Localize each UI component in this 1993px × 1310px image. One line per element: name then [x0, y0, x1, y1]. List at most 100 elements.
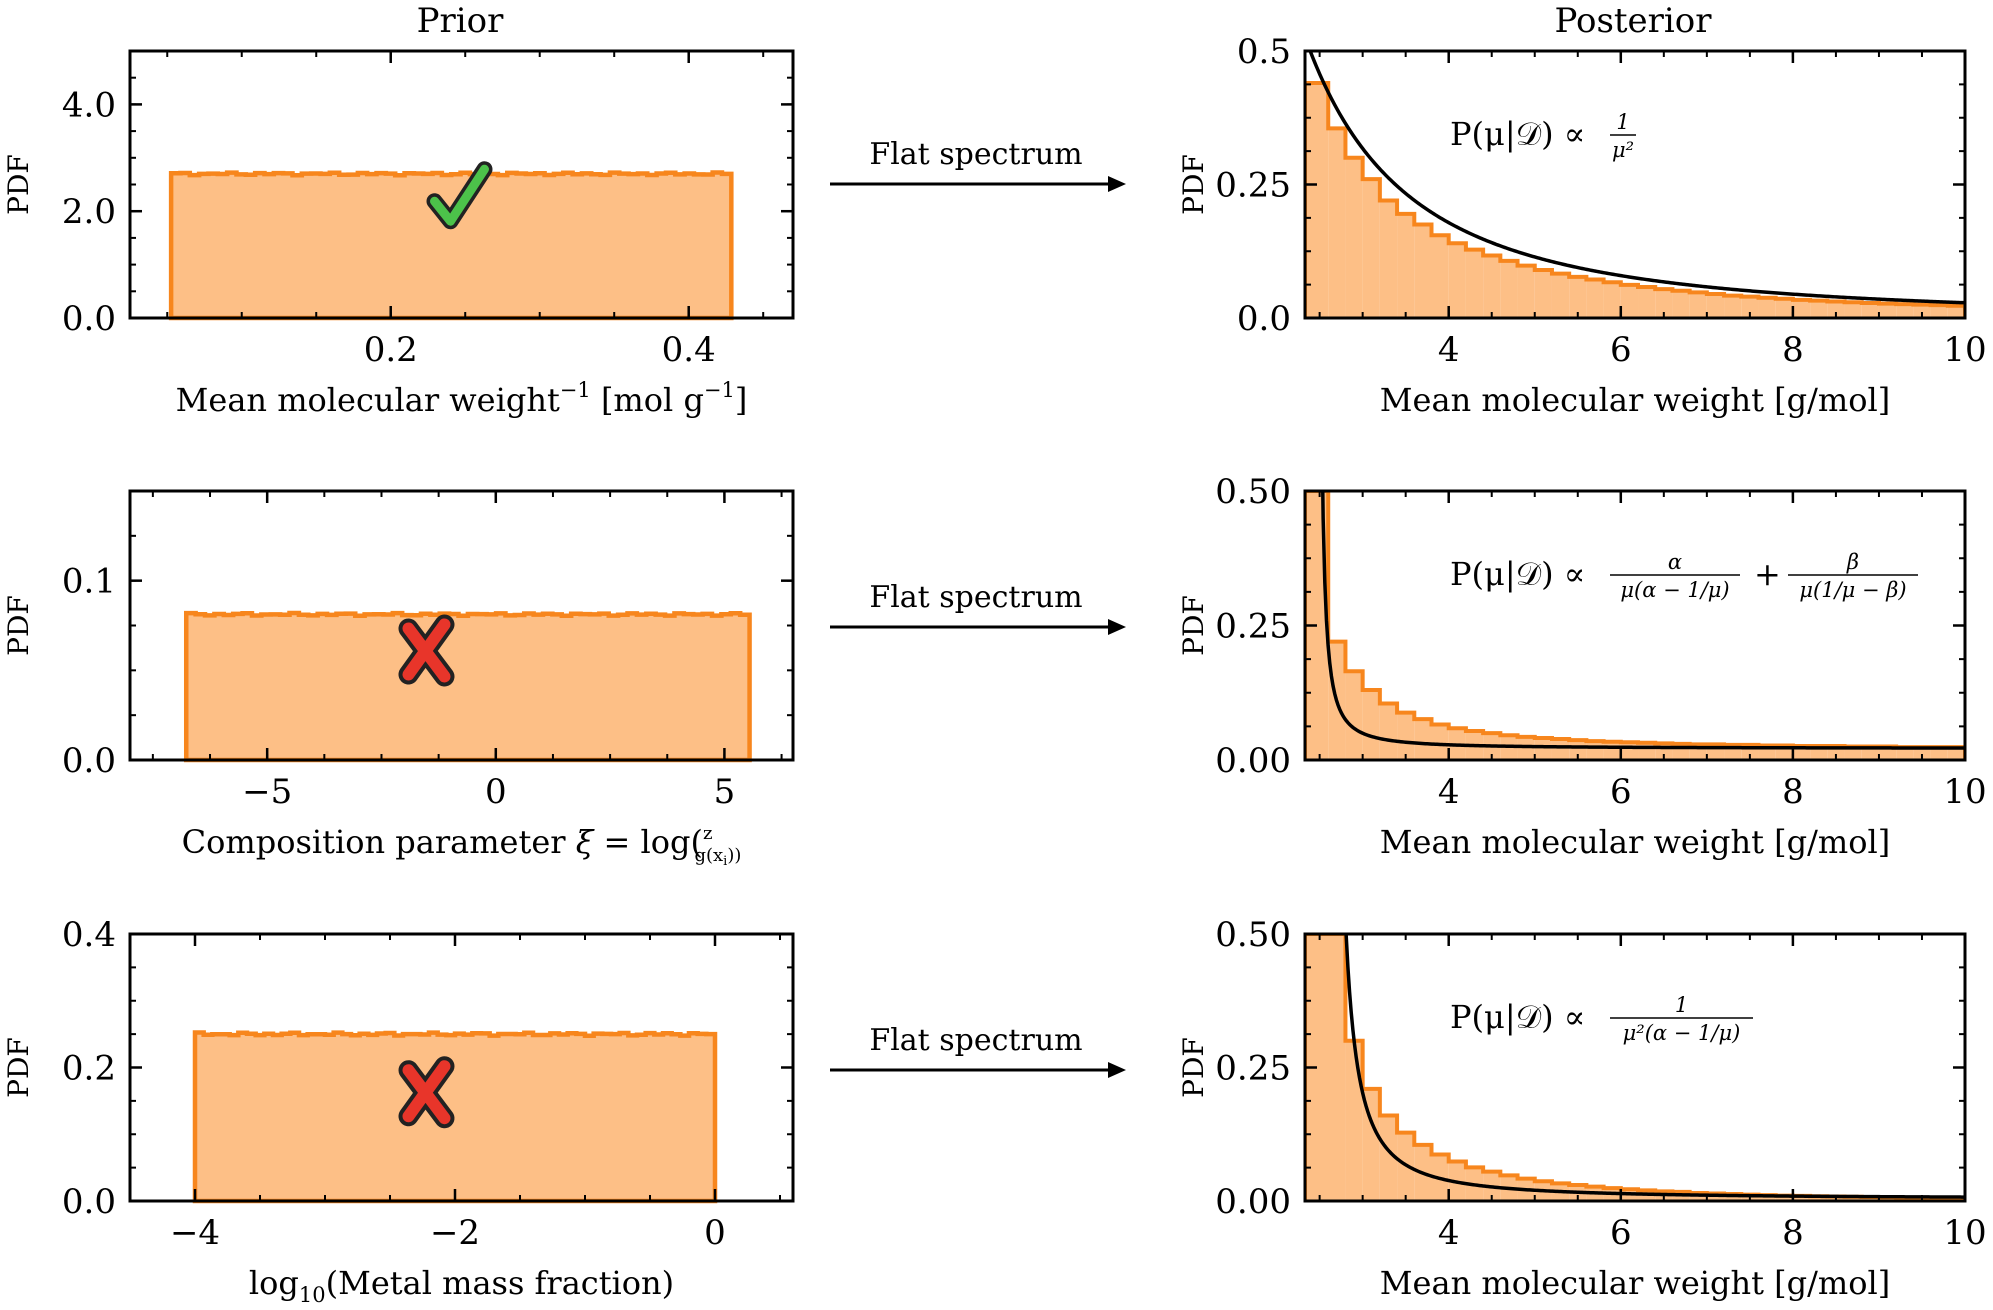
posterior-3-xtick-label: 6 — [1610, 1213, 1632, 1253]
prior-2-ylabel: PDF — [2, 595, 35, 656]
posterior-1-hist-bar — [1362, 179, 1380, 318]
posterior-2-hist-bar — [1397, 712, 1415, 760]
prior-3-ylabel: PDF — [2, 1037, 35, 1098]
posterior-1-hist-bar — [1896, 304, 1914, 318]
posterior-1-xlabel: Mean molecular weight [g/mol] — [1380, 381, 1890, 419]
posterior-1-hist-outline — [1305, 81, 1965, 318]
posterior-2-hist-bar — [1569, 740, 1587, 760]
posterior-2-formula-plus: + — [1754, 555, 1781, 593]
posterior-2-hist-bar — [1345, 671, 1363, 760]
posterior-2-hist-bar — [1517, 736, 1535, 760]
posterior-3-hist-bar — [1345, 1040, 1363, 1201]
prior-1-xtick-label: 0.2 — [364, 330, 418, 370]
prior-3-ytick-label: 0.0 — [62, 1182, 116, 1222]
posterior-1-hist-bar — [1706, 293, 1725, 318]
posterior-3-ytick-label: 0.50 — [1215, 915, 1291, 955]
arrow-1-head-icon — [1108, 176, 1126, 192]
arrow-1: Flat spectrum — [830, 137, 1126, 192]
posterior-2-hist-bar — [1878, 746, 1897, 760]
posterior-3-hist-bar — [1792, 1195, 1811, 1201]
posterior-2-hist-bar — [1913, 747, 1931, 760]
posterior-1-hist-bar — [1947, 305, 1965, 318]
prior-1-histogram — [168, 170, 734, 321]
posterior-2-hist-bar — [1844, 746, 1862, 760]
panels-group: 0.2 0.4 0.0 2.0 4.0 PDF Mean molecular weight−… — [2, 32, 1987, 1307]
posterior-2-hist-bar — [1603, 741, 1621, 760]
posterior-column-title: Posterior — [1554, 1, 1712, 41]
prior-3-ytick-label: 0.4 — [62, 915, 116, 955]
posterior-2-formula-term2-numerator: β — [1846, 550, 1859, 574]
arrow-2-head-icon — [1108, 619, 1126, 635]
posterior-1-ylabel: PDF — [1177, 154, 1210, 215]
posterior-1-hist-bar — [1913, 304, 1931, 318]
prior-2-ytick-label: 0.0 — [62, 741, 116, 781]
posterior-1-hist-bar — [1397, 213, 1415, 318]
posterior-3-hist-bar — [1861, 1196, 1879, 1201]
posterior-2-hist-bar — [1431, 724, 1449, 760]
posterior-1-hist-bar — [1517, 265, 1535, 318]
posterior-1-ytick-label: 0.0 — [1237, 299, 1291, 339]
posterior-1-hist-bar — [1431, 235, 1449, 318]
posterior-2-xtick-label: 10 — [1943, 772, 1986, 812]
prior-2-xtick-label: 0 — [485, 772, 507, 812]
posterior-2-formula-term1-denominator: μ(α − 1/μ) — [1620, 578, 1729, 602]
prior-3-histogram — [192, 1030, 718, 1204]
posterior-1-hist-bar — [1620, 284, 1639, 318]
posterior-2-ylabel: PDF — [1177, 595, 1210, 656]
posterior-2-xtick-label: 6 — [1610, 772, 1632, 812]
posterior-3-ytick-label: 0.00 — [1215, 1182, 1291, 1222]
posterior-2-hist-bar — [1586, 741, 1604, 760]
posterior-3-xlabel: Mean molecular weight [g/mol] — [1380, 1264, 1890, 1302]
posterior-2-hist-bar — [1551, 739, 1570, 760]
posterior-2-hist-bar — [1534, 737, 1552, 760]
arrow-2: Flat spectrum — [830, 580, 1126, 635]
arrow-3-head-icon — [1108, 1062, 1126, 1078]
posterior-2-xtick-label: 4 — [1438, 772, 1460, 812]
posterior-1-xtick-label: 6 — [1610, 330, 1632, 370]
posterior-3-hist-bar — [1689, 1192, 1707, 1201]
arrow-3-label: Flat spectrum — [869, 1023, 1082, 1058]
posterior-1-xtick-label: 8 — [1782, 330, 1804, 370]
posterior-2-xlabel: Mean molecular weight [g/mol] — [1380, 823, 1890, 861]
posterior-2-ytick-label: 0.25 — [1215, 607, 1291, 647]
prior-1-ylabel: PDF — [2, 154, 35, 215]
prior-column-title: Prior — [417, 1, 504, 41]
posterior-1-hist-bar — [1569, 276, 1587, 318]
posterior-1-hist-bar — [1500, 260, 1518, 318]
posterior-1-hist-bar — [1724, 295, 1742, 318]
posterior-2-formula-term1-numerator: α — [1668, 550, 1682, 574]
prior-3-xtick-label: 0 — [704, 1213, 726, 1253]
prior-3-xtick-label: −2 — [430, 1213, 480, 1253]
posterior-1-hist-bar — [1483, 255, 1501, 318]
arrow-1-label: Flat spectrum — [869, 137, 1082, 172]
posterior-1-xtick-label: 10 — [1943, 330, 1986, 370]
posterior-1-model-curve — [1308, 51, 1965, 305]
prior-1-chart: 0.2 0.4 0.0 2.0 4.0 PDF Mean molecular weight−… — [2, 49, 795, 419]
posterior-2-model-curve — [1321, 491, 1965, 750]
posterior-3-xtick-label: 4 — [1438, 1213, 1460, 1253]
posterior-2-ytick-label: 0.00 — [1215, 741, 1291, 781]
arrow-3: Flat spectrum — [830, 1023, 1126, 1078]
posterior-2-hist-bar — [1414, 719, 1432, 760]
prior-2-xtick-label: 5 — [714, 772, 736, 812]
posterior-1-hist-bar — [1844, 302, 1862, 318]
posterior-1-hist-bar — [1603, 282, 1621, 318]
posterior-3-chart: 4 6 8 10 0.00 0.25 0.50 PDF Mean molecular weigh… — [1177, 915, 1987, 1302]
posterior-3-ylabel: PDF — [1177, 1037, 1210, 1098]
posterior-1-hist-bar — [1689, 292, 1707, 318]
posterior-3-formula-term1-numerator: 1 — [1675, 993, 1688, 1017]
posterior-1-hist-bar — [1534, 269, 1552, 318]
posterior-3-formula-term1-denominator: μ²(α − 1/μ) — [1623, 1021, 1741, 1045]
posterior-3-hist-bar — [1362, 1088, 1380, 1201]
posterior-1-hist-bar — [1305, 83, 1329, 318]
posterior-1-formula-lhs: P(μ|𝒟) ∝ — [1450, 115, 1585, 153]
prior-2-chart: −5 0 5 0.0 0.1 PDF Composition parameter ξ = l… — [2, 489, 795, 869]
arrow-2-label: Flat spectrum — [869, 580, 1082, 615]
prior-2-xtick-label: −5 — [242, 772, 292, 812]
posterior-1-formula-term1-denominator: μ² — [1612, 138, 1634, 162]
posterior-2-hist-bar — [1947, 747, 1965, 760]
posterior-1-ytick-label: 0.5 — [1237, 32, 1291, 72]
posterior-3-hist-bar — [1844, 1196, 1862, 1201]
prior-3-xtick-label: −4 — [170, 1213, 220, 1253]
